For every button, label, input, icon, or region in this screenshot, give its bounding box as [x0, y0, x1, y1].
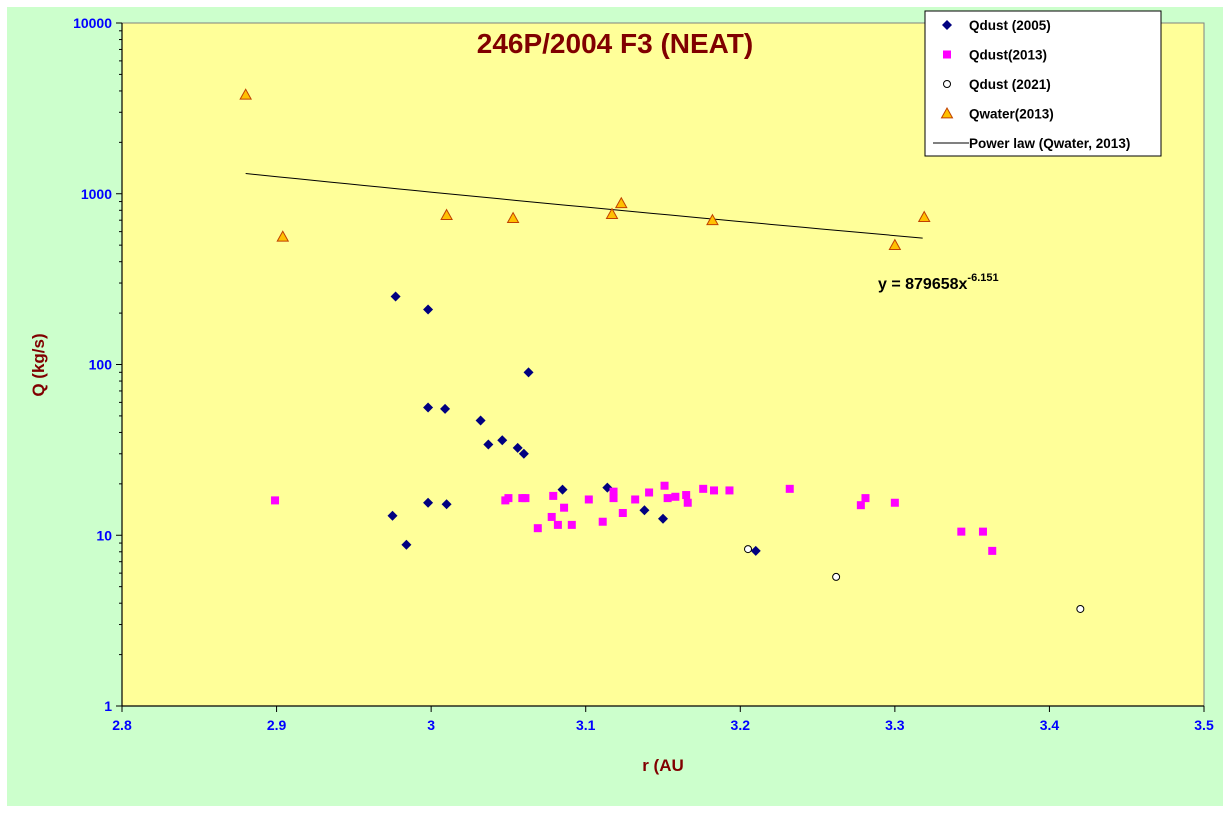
qdust-2005-point	[639, 505, 650, 516]
legend-label: Qwater(2013)	[969, 107, 1054, 122]
qwater-2013-point	[605, 207, 619, 220]
y-tick-label: 1000	[81, 186, 112, 202]
qdust-2021-point	[1076, 604, 1085, 613]
legend-marker-diamond	[942, 20, 952, 30]
qwater-2013-point	[614, 196, 628, 209]
legend-marker-circle	[943, 80, 951, 88]
qdust-2013-point	[957, 527, 966, 536]
qdust-2005-point	[750, 545, 761, 556]
qdust-2021-point	[832, 572, 841, 581]
qdust-2013-point	[660, 481, 669, 490]
qdust-2013-point	[584, 495, 593, 504]
x-axis-label: r (AU	[642, 756, 684, 775]
qdust-2005-point	[390, 291, 401, 302]
y-axis-label: Q (kg/s)	[29, 333, 48, 396]
qdust-2013-point	[521, 494, 530, 503]
qdust-2013-point	[567, 520, 576, 529]
legend-label: Qdust (2021)	[969, 77, 1051, 92]
qdust-2013-point	[861, 494, 870, 503]
qwater-2013-point	[440, 208, 453, 220]
qdust-2013-point	[504, 494, 513, 503]
qwater-2013-point	[706, 213, 719, 226]
qdust-2005-point	[423, 304, 434, 315]
legend-label: Power law (Qwater, 2013)	[969, 136, 1130, 151]
fit-equation-exponent: -6.151	[967, 272, 998, 284]
y-tick-label: 10	[96, 527, 112, 543]
qdust-2013-point	[785, 484, 794, 493]
axes: 1 10 100 1000 10000 2.8 2.9 3 3.1 3.2 3.3 3.4 3.5	[73, 15, 1214, 733]
qdust-2013-point	[710, 486, 719, 495]
legend-label: Qdust (2005)	[969, 18, 1051, 33]
qdust-2005-point	[423, 497, 434, 508]
qdust-2013-point	[890, 498, 899, 507]
qwater-2013-point	[276, 230, 290, 242]
qwater-2013-point	[239, 88, 253, 100]
qdust-2013-point	[560, 503, 569, 512]
qdust-2013-point	[682, 491, 691, 500]
qdust-2005-point	[658, 513, 668, 524]
data-marks	[239, 88, 1085, 613]
qdust-2005-point	[440, 403, 451, 414]
x-tick-label: 2.9	[267, 717, 287, 733]
x-tick-label: 3	[427, 717, 435, 733]
qdust-2005-point	[423, 402, 434, 413]
qdust-2013-point	[549, 491, 558, 500]
qdust-2005-point	[523, 367, 534, 378]
qwater-2013-point	[506, 211, 520, 224]
y-tick-label: 10000	[73, 15, 112, 31]
qdust-2013-point	[856, 501, 865, 510]
qdust-2013-point	[609, 487, 618, 496]
qdust-2013-point	[725, 486, 734, 495]
qdust-2013-point	[598, 517, 607, 526]
x-tick-label: 3.1	[576, 717, 596, 733]
legend-marker-triangle	[940, 106, 954, 119]
qdust-2005-point	[512, 442, 523, 453]
qdust-2005-point	[483, 439, 494, 450]
qdust-2013-point	[553, 520, 562, 529]
qdust-2013-point	[533, 524, 542, 533]
legend-box	[924, 10, 1162, 157]
qdust-2013-point	[609, 494, 618, 503]
qdust-2005-point	[401, 539, 412, 550]
qdust-2005-point	[475, 415, 486, 426]
qdust-2013-point	[988, 546, 997, 555]
qdust-2013-point	[271, 496, 280, 505]
qdust-2005-point	[387, 510, 398, 521]
legend-marker-square	[943, 50, 951, 59]
qwater-2013-point	[888, 238, 902, 251]
x-tick-label: 3.3	[885, 717, 905, 733]
qdust-2013-point	[978, 527, 987, 536]
qdust-2013-point	[699, 484, 708, 493]
qdust-2005-point	[518, 448, 529, 459]
qdust-2005-point	[441, 499, 452, 510]
qdust-2005-point	[497, 435, 508, 446]
qdust-2013-point	[618, 508, 627, 517]
legend: Qdust (2005) Qdust(2013) Qdust (2021) Qwate…	[924, 10, 1162, 157]
qdust-2013-point	[645, 488, 654, 497]
qdust-2005-point	[557, 484, 568, 495]
x-tick-label: 3.4	[1040, 717, 1060, 733]
power-law-trendline	[245, 173, 923, 239]
x-tick-label: 2.8	[112, 717, 132, 733]
qdust-2013-point	[631, 495, 640, 504]
qdust-2021-point	[744, 545, 753, 554]
fit-equation-text: y = 879658x	[878, 276, 968, 293]
y-tick-label: 100	[89, 357, 113, 373]
fit-equation-annotation: y = 879658x-6.151	[878, 272, 999, 293]
x-tick-label: 3.5	[1194, 717, 1214, 733]
qdust-2013-point	[671, 492, 680, 501]
y-tick-label: 1	[104, 698, 112, 714]
chart-title: 246P/2004 F3 (NEAT)	[477, 28, 754, 59]
qdust-2013-point	[547, 512, 556, 521]
legend-label: Qdust(2013)	[969, 48, 1047, 63]
qdust-2013-point	[663, 494, 672, 503]
qwater-2013-point	[917, 210, 931, 222]
qdust-2013-point	[683, 498, 692, 507]
x-tick-label: 3.2	[731, 717, 751, 733]
